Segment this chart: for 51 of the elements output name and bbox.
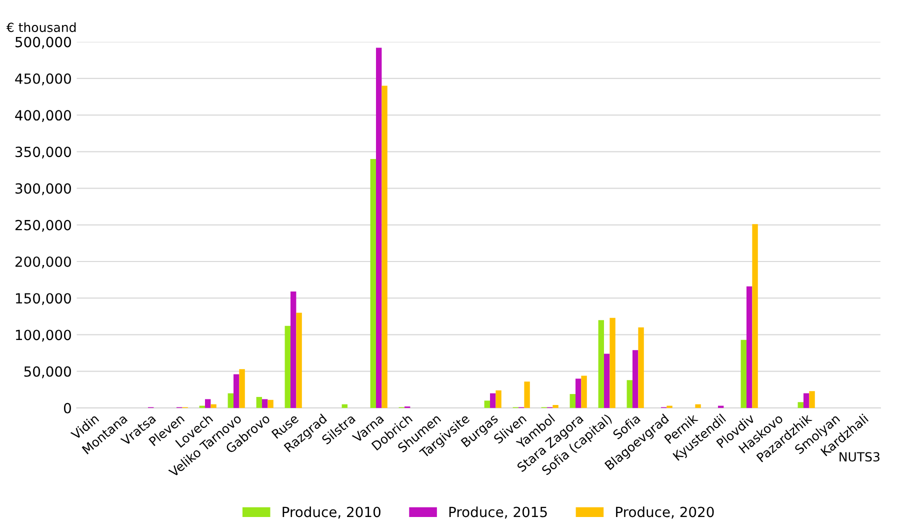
bar xyxy=(342,404,348,408)
bar xyxy=(798,402,804,408)
bar xyxy=(268,400,274,408)
y-tick-label: 100,000 xyxy=(16,330,71,342)
bar xyxy=(484,400,490,408)
bar xyxy=(376,48,382,408)
bar xyxy=(570,394,576,408)
bar xyxy=(695,404,701,408)
y-tick-label: 150,000 xyxy=(16,293,71,305)
bar xyxy=(370,158,376,408)
bar xyxy=(626,380,632,408)
y-tick-label: 400,000 xyxy=(15,110,71,122)
y-tick-label: 500,000 xyxy=(16,36,71,49)
y-tick-label: 0 xyxy=(64,402,71,414)
bar xyxy=(740,340,746,408)
bar xyxy=(210,404,216,408)
bar xyxy=(632,350,638,408)
y-axis-title: € thousand xyxy=(6,22,76,32)
bar xyxy=(803,393,810,408)
bar xyxy=(524,382,530,408)
bar xyxy=(296,312,302,408)
y-tick-label: 50,000 xyxy=(24,366,71,378)
bar xyxy=(284,326,290,408)
bar xyxy=(598,320,604,408)
bar xyxy=(205,399,211,408)
bar xyxy=(575,378,582,408)
bar xyxy=(604,354,610,408)
bar xyxy=(809,391,815,408)
bar xyxy=(234,374,240,408)
bar xyxy=(581,376,587,408)
bar xyxy=(638,327,644,408)
y-tick-label: 300,000 xyxy=(16,183,71,196)
bar xyxy=(552,405,558,408)
legend-label: Produce, 2015 xyxy=(449,506,547,519)
y-tick-label: 350,000 xyxy=(16,146,71,159)
legend-label: Produce, 2010 xyxy=(282,506,380,519)
bar xyxy=(290,292,296,408)
bar xyxy=(490,393,496,408)
bar xyxy=(382,86,388,408)
bar xyxy=(256,396,262,408)
bar xyxy=(496,390,502,408)
y-tick-label: 450,000 xyxy=(15,73,71,86)
bar xyxy=(610,318,616,408)
bar xyxy=(228,393,234,408)
y-tick-label: 200,000 xyxy=(15,256,71,268)
y-tick-label: 250,000 xyxy=(15,220,71,232)
bar xyxy=(752,224,758,408)
bar xyxy=(746,286,752,408)
bar xyxy=(262,399,268,408)
legend-label: Produce, 2020 xyxy=(616,506,714,519)
bar xyxy=(239,369,245,408)
